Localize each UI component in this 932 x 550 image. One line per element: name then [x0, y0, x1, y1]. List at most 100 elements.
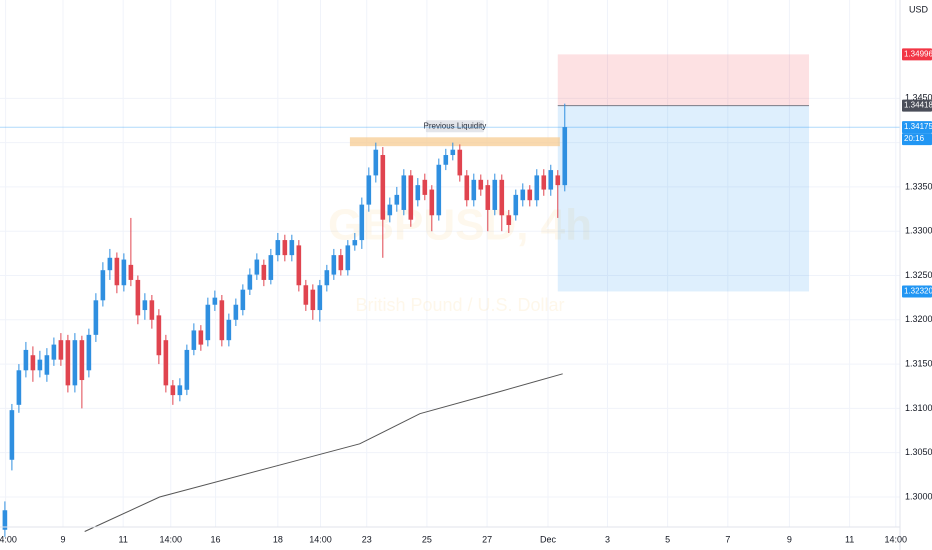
- candle-body: [387, 204, 393, 216]
- candle-body: [93, 300, 99, 335]
- candle-body: [86, 334, 92, 371]
- candle-body: [191, 330, 197, 350]
- candle-body: [394, 194, 400, 205]
- plot: Previous Liquidity: [0, 54, 900, 537]
- candle-body: [233, 304, 239, 320]
- candle-body: [2, 510, 8, 530]
- candle-body: [72, 340, 78, 386]
- candle-body: [282, 240, 288, 256]
- candle-body: [338, 255, 344, 271]
- candle-body: [548, 170, 554, 190]
- watermark: GBPUSD, 4h: [328, 201, 592, 250]
- candle-body: [513, 194, 519, 216]
- candle-body: [100, 270, 106, 301]
- candle-body: [198, 330, 204, 345]
- grid: [0, 0, 900, 527]
- candle-body: [212, 297, 218, 305]
- candle-body: [65, 340, 71, 386]
- price-tag-label: 1.34996: [904, 50, 932, 59]
- candle-body: [23, 349, 29, 371]
- candle-body: [324, 270, 330, 286]
- candle-body: [275, 240, 281, 256]
- candle-body: [170, 385, 176, 396]
- candle-body: [219, 300, 225, 341]
- candle-body: [401, 175, 407, 210]
- candle-body: [254, 259, 260, 275]
- x-tick-label: 11: [119, 534, 128, 544]
- candle-body: [44, 355, 50, 375]
- candle-body: [562, 127, 568, 186]
- candle-body: [331, 255, 337, 275]
- axes: 1.30000 1.30500 1.31000 1.31500 1.32000 1.325…: [0, 48, 932, 544]
- candle-body: [352, 240, 358, 246]
- watermark-subtitle: British Pound / U.S. Dollar: [355, 295, 564, 315]
- candle-body: [135, 279, 141, 316]
- candle-body: [58, 340, 64, 360]
- x-tick-label: 14:00: [309, 534, 332, 544]
- candle-body: [408, 175, 414, 220]
- candle-body: [114, 257, 120, 286]
- candle-body: [485, 185, 491, 210]
- candle-body: [534, 175, 540, 201]
- x-tick-label: 18: [273, 534, 283, 544]
- candle-body: [205, 304, 211, 341]
- y-tick-label: 1.33000: [905, 226, 932, 236]
- price-tag-label: 1.34175: [904, 122, 932, 131]
- candle-body: [317, 285, 323, 311]
- candle-body: [177, 385, 183, 396]
- x-tick-label: 3: [605, 534, 610, 544]
- countdown-tag: [902, 133, 932, 146]
- y-tick-label: 1.34500: [905, 93, 932, 103]
- liquidity-label: Previous Liquidity: [424, 121, 487, 130]
- y-tick-label: 1.32000: [905, 314, 932, 324]
- x-tick-label: 11: [845, 534, 854, 544]
- candle-body: [149, 300, 155, 320]
- candle-body: [422, 179, 428, 195]
- candle-body: [310, 289, 316, 311]
- candle-body: [37, 359, 43, 371]
- candle-body: [373, 149, 379, 176]
- candle-body: [380, 155, 386, 220]
- candle-body: [163, 340, 169, 386]
- x-tick-label: 14:00: [0, 534, 17, 544]
- candle-body: [541, 175, 547, 190]
- candle-body: [492, 179, 498, 210]
- stop-zone: [557, 54, 810, 106]
- candle-body: [499, 179, 505, 216]
- x-tick-label: 14:00: [159, 534, 182, 544]
- candle-body: [30, 355, 36, 371]
- candle-body: [51, 344, 57, 360]
- candle-body: [16, 370, 22, 405]
- y-tick-label: 1.30000: [905, 491, 932, 501]
- price-tag: [902, 99, 932, 112]
- candle-body: [289, 240, 295, 256]
- y-tick-label: 1.32500: [905, 270, 932, 280]
- x-tick-label: 16: [211, 534, 221, 544]
- y-tick-label: 1.31500: [905, 358, 932, 368]
- candle-body: [366, 175, 372, 205]
- candle-body: [247, 274, 253, 290]
- price-tag: [902, 285, 932, 298]
- candle-body: [303, 285, 309, 305]
- candle-body: [156, 315, 162, 356]
- price-tag: [902, 121, 932, 134]
- y-tick-label: 1.33500: [905, 181, 932, 191]
- candle-body: [464, 175, 470, 201]
- moving-average: [84, 373, 563, 532]
- candle-body: [520, 189, 526, 201]
- candle-body: [142, 300, 148, 311]
- y-tick-label: 1.31000: [905, 403, 932, 413]
- x-tick-label: 25: [422, 534, 432, 544]
- candle-body: [121, 259, 127, 286]
- candle-body: [478, 179, 484, 190]
- candle-body: [345, 245, 351, 271]
- candle-body: [436, 164, 442, 216]
- liquidity-zone: [349, 137, 560, 147]
- candle-body: [443, 155, 449, 165]
- candle-body: [268, 255, 274, 280]
- candle-body: [457, 149, 463, 176]
- candle-body: [9, 410, 15, 460]
- candle-body: [296, 245, 302, 286]
- candle-body: [471, 179, 477, 201]
